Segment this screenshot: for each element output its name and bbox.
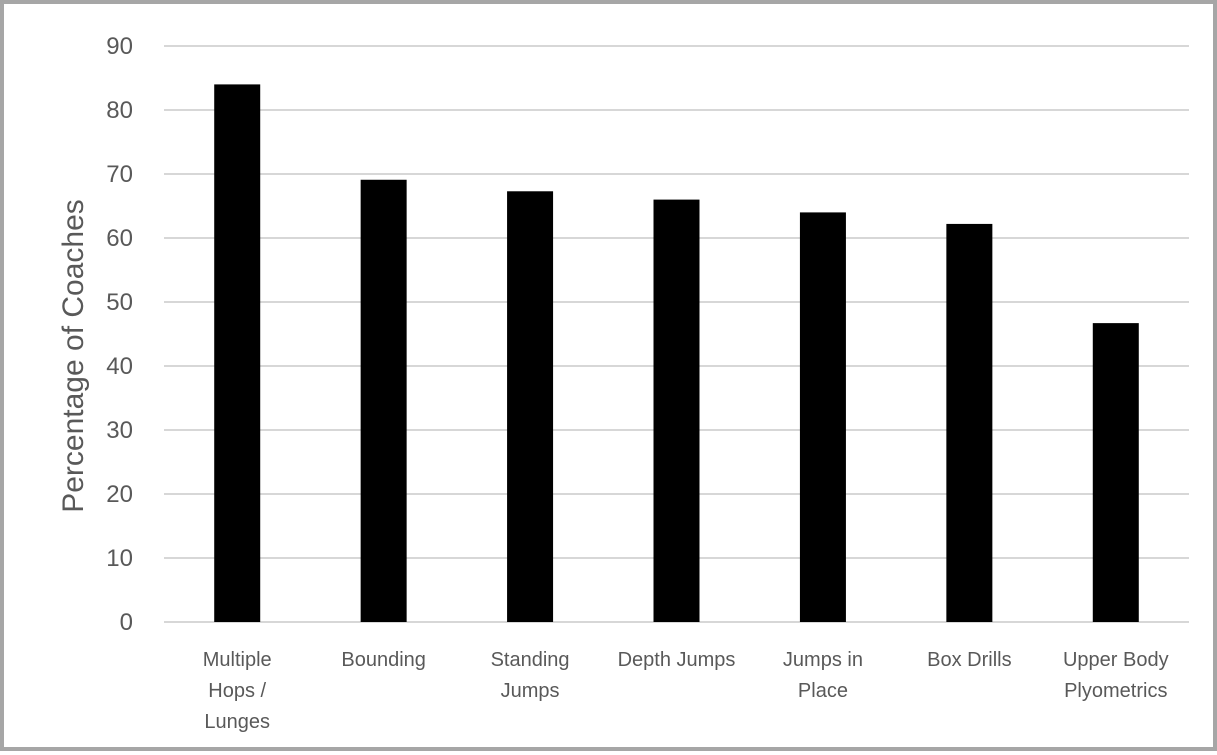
bar — [360, 179, 407, 622]
y-tick-label: 90 — [106, 33, 133, 60]
bar — [946, 223, 993, 623]
x-category-label-line: Bounding — [341, 649, 426, 671]
bars — [214, 84, 1139, 623]
y-tick-label: 0 — [120, 609, 133, 636]
x-category-label-line: Box Drills — [927, 649, 1011, 671]
bar — [507, 191, 554, 622]
bar — [214, 84, 261, 622]
x-category-label: Standing Jumps — [491, 649, 570, 702]
bar-chart: 0 10 20 30 40 50 60 70 80 90 Multiple Hops / Lunges… — [57, 33, 1189, 733]
y-tick-label: 80 — [106, 97, 133, 124]
x-category-label: Multiple Hops / Lunges — [203, 649, 272, 733]
x-category-label: Jumps in Place — [783, 649, 863, 702]
y-tick-label: 50 — [106, 289, 133, 316]
y-tick-label: 10 — [106, 545, 133, 572]
x-category-label-line: Jumps in — [783, 649, 863, 671]
x-category-label-line: Lunges — [204, 711, 270, 733]
y-tick-label: 30 — [106, 417, 133, 444]
x-category-label: Box Drills — [927, 649, 1011, 671]
x-category-labels: Multiple Hops / Lunges Bounding Standing Jump… — [203, 649, 1169, 733]
x-category-label: Upper Body Plyometrics — [1063, 649, 1169, 702]
x-category-label-line: Jumps — [501, 680, 560, 702]
x-category-label-line: Multiple — [203, 649, 272, 671]
x-category-label: Bounding — [341, 649, 426, 671]
x-category-label-line: Hops / — [208, 680, 266, 702]
y-tick-label: 70 — [106, 161, 133, 188]
y-tick-label: 60 — [106, 225, 133, 252]
x-category-label-line: Place — [798, 680, 848, 702]
x-category-label-line: Standing — [491, 649, 570, 671]
y-tick-label: 40 — [106, 353, 133, 380]
x-category-label-line: Depth Jumps — [618, 649, 736, 671]
x-category-label-line: Upper Body — [1063, 649, 1169, 671]
bar — [1092, 323, 1139, 622]
y-tick-label: 20 — [106, 481, 133, 508]
bar — [653, 199, 700, 622]
x-category-label: Depth Jumps — [618, 649, 736, 671]
x-category-label-line: Plyometrics — [1064, 680, 1167, 702]
y-axis-title: Percentage of Coaches — [57, 199, 90, 513]
y-tick-labels: 0 10 20 30 40 50 60 70 80 90 — [106, 33, 133, 636]
bar — [799, 212, 846, 622]
